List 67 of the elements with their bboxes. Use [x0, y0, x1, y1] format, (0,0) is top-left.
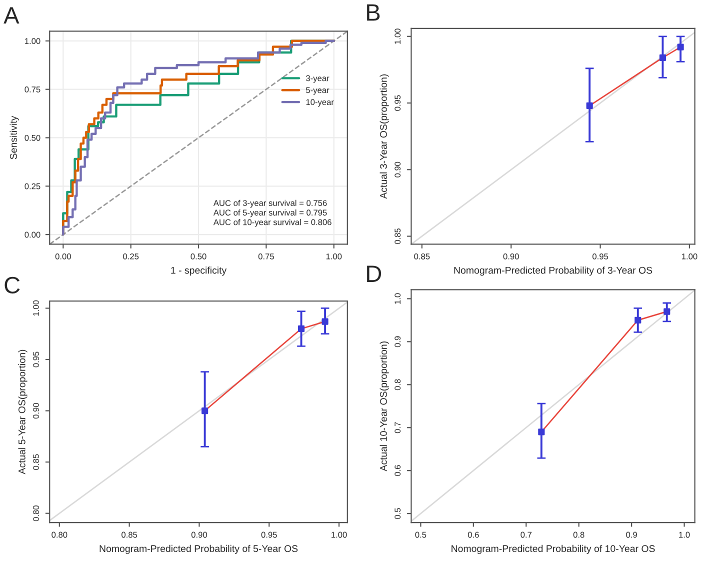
y-tick-label: 0.80 [33, 506, 39, 522]
x-axis-title: 1 - specificity [171, 266, 227, 276]
x-tick-label: 0.9 [626, 532, 637, 538]
y-tick-label: 0.75 [24, 86, 40, 92]
x-tick-label: 1.00 [682, 253, 698, 260]
y-tick-label: 0.95 [394, 95, 401, 111]
y-tick-label: 0.50 [24, 134, 40, 141]
y-tick-label: 1.0 [394, 293, 401, 304]
chart-title: A [4, 7, 20, 24]
y-axis-title: Sensitivity [10, 116, 19, 160]
x-tick-label: 0.80 [52, 532, 68, 538]
point [659, 54, 666, 62]
y-tick-label: 1.00 [33, 300, 39, 316]
legend-label: 10-year [306, 99, 334, 107]
x-axis-title: Nomogram-Predicted Probability of 5-Year OS [100, 544, 298, 554]
chart-title: B [367, 4, 380, 21]
chart-title: C [4, 276, 20, 294]
y-tick-label: 0.00 [24, 232, 40, 238]
y-tick-label: 0.95 [33, 352, 39, 368]
point [586, 102, 593, 109]
legend-label: 5-year [306, 87, 330, 95]
annotation: AUC of 3-year survival = 0.756 [213, 200, 327, 208]
point [538, 428, 545, 436]
y-tick-label: 0.7 [394, 422, 401, 434]
y-tick-label: 0.85 [33, 454, 39, 470]
point [664, 308, 670, 315]
x-tick-label: 0.85 [414, 253, 430, 260]
x-tick-label: 0.5 [415, 532, 426, 538]
point [202, 407, 208, 414]
x-tick-label: 0.75 [258, 253, 274, 260]
x-tick-label: 1.00 [326, 253, 342, 260]
y-tick-label: 0.8 [394, 379, 401, 390]
x-tick-label: 0.6 [468, 532, 479, 538]
y-tick-label: 0.5 [394, 508, 401, 520]
x-tick-label: 0.25 [123, 253, 139, 260]
y-tick-label: 0.90 [33, 402, 39, 419]
x-tick-label: 0.95 [592, 253, 608, 260]
x-axis-title: Nomogram-Predicted Probability of 3-Year OS [454, 266, 652, 276]
annotation: AUC of 10-year survival = 0.806 [213, 219, 332, 227]
point [677, 44, 684, 50]
y-tick-label: 0.9 [394, 336, 401, 348]
point [322, 318, 328, 325]
x-tick-label: 0.85 [122, 532, 138, 538]
x-axis-title: Nomogram-Predicted Probability of 10-Year OS [452, 544, 655, 554]
annotation: AUC of 5-year survival = 0.795 [213, 209, 327, 218]
x-tick-label: 1.0 [679, 532, 690, 538]
y-tick-label: 0.90 [394, 162, 401, 178]
x-tick-label: 0.8 [573, 532, 584, 538]
y-axis-title: Actual 5-Year OS(proportion) [18, 350, 28, 474]
y-axis-title: Actual 10-Year OS(proportion) [380, 342, 389, 472]
y-tick-label: 0.85 [394, 228, 401, 244]
x-tick-label: 0.00 [55, 253, 71, 260]
chart-title: D [367, 266, 382, 282]
point [298, 325, 305, 332]
x-tick-label: 0.95 [261, 532, 277, 538]
legend-label: 3-year [306, 75, 330, 83]
x-tick-label: 0.7 [520, 532, 532, 538]
point [634, 316, 642, 324]
y-axis-title: Actual 3-Year OS(proportion) [380, 74, 389, 199]
x-tick-label: 0.90 [503, 253, 519, 260]
y-tick-label: 0.6 [394, 465, 401, 476]
x-tick-label: 1.00 [332, 532, 347, 538]
x-tick-label: 0.90 [191, 532, 208, 538]
y-tick-label: 1.00 [25, 38, 40, 44]
x-tick-label: 0.50 [190, 253, 206, 260]
y-tick-label: 1.00 [394, 28, 401, 44]
y-tick-label: 0.25 [24, 183, 40, 190]
